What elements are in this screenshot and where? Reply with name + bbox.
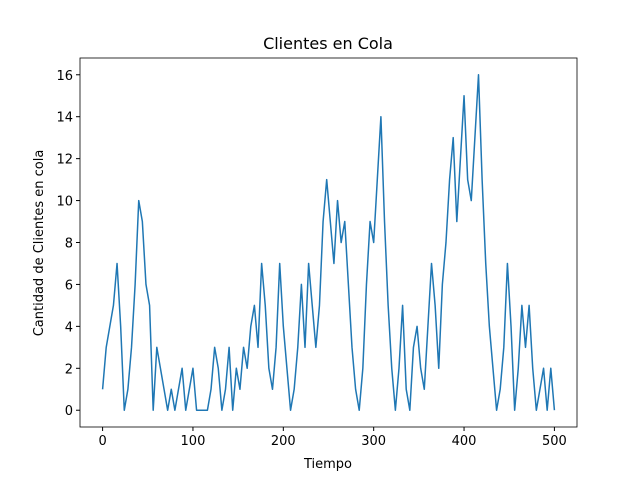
x-tick-label: 500 [542, 434, 567, 449]
y-tick-label: 12 [56, 153, 73, 168]
x-axis-label: Tiempo [303, 457, 352, 472]
x-tick-label: 0 [98, 434, 106, 449]
y-tick-label: 6 [65, 278, 73, 293]
plot-frame [79, 57, 578, 428]
x-tick-label: 300 [361, 434, 386, 449]
y-tick-label: 8 [65, 237, 73, 252]
x-tick-label: 100 [181, 434, 206, 449]
y-tick-label: 14 [56, 111, 73, 126]
y-axis-label: Cantidad de Clientes en cola [32, 150, 47, 337]
chart-title: Clientes en Cola [263, 34, 393, 53]
data-line [101, 74, 556, 411]
y-tick-label: 0 [65, 404, 73, 419]
y-tick-label: 16 [56, 69, 73, 84]
y-tick-label: 10 [56, 195, 73, 210]
y-tick-label: 4 [65, 320, 73, 335]
y-tick-label: 2 [65, 362, 73, 377]
x-tick-label: 400 [452, 434, 477, 449]
x-tick-label: 200 [271, 434, 296, 449]
